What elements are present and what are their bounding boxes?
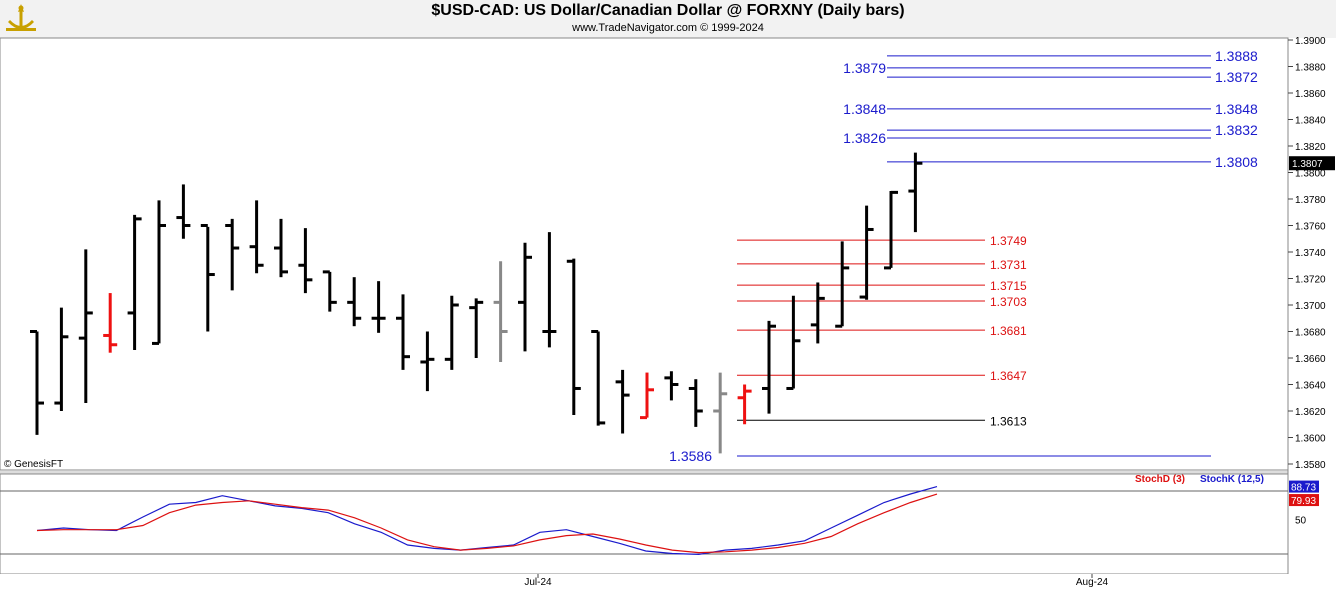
ohlc-bar	[371, 281, 386, 333]
stochk-line	[36, 486, 938, 556]
ohlc-bar	[810, 282, 825, 344]
level-label-right: 1.3832	[1215, 122, 1258, 138]
ohlc-bar	[444, 295, 459, 370]
ohlc-bar	[566, 258, 581, 415]
price-tick-label: 1.3660	[1295, 354, 1326, 365]
level-label-left: 1.3826	[843, 130, 886, 146]
price-tick-label: 1.3840	[1295, 116, 1326, 127]
ohlc-bar	[835, 241, 850, 328]
level-label-right: 1.3749	[990, 234, 1027, 248]
ohlc-bar	[615, 369, 630, 434]
price-tick-label: 1.3620	[1295, 407, 1326, 418]
ohlc-bar	[737, 384, 752, 425]
ohlc-bar	[493, 261, 508, 362]
price-tick-label: 1.3700	[1295, 301, 1326, 312]
legend-stochd: StochD (3)	[1135, 474, 1185, 485]
chart-title: $USD-CAD: US Dollar/Canadian Dollar @ FO…	[431, 2, 905, 19]
level-label-right: 1.3848	[1215, 101, 1258, 117]
trade-navigator-logo-icon	[6, 4, 36, 31]
ohlc-bar	[762, 320, 776, 414]
stochd-value-label: 79.93	[1291, 496, 1316, 507]
ohlc-bar	[664, 371, 679, 401]
ohlc-bar	[713, 372, 728, 454]
ohlc-bar	[78, 249, 93, 404]
ohlc-bar	[152, 200, 166, 345]
legend-stochk: StochK (12,5)	[1200, 474, 1264, 485]
ohlc-bar	[518, 242, 532, 352]
ohlc-bar	[176, 184, 191, 239]
last-price-label: 1.3807	[1292, 159, 1323, 170]
level-label-left: 1.3848	[843, 101, 886, 117]
time-tick-label: Jul-24	[524, 577, 552, 588]
stochk-value-label: 88.73	[1291, 483, 1316, 494]
price-tick-label: 1.3880	[1295, 63, 1326, 74]
ohlc-bar	[322, 270, 337, 312]
last-price-box	[1289, 156, 1335, 171]
level-label-right: 1.3731	[990, 258, 1027, 272]
ohlc-bar	[200, 224, 215, 332]
ohlc-bar	[396, 294, 410, 370]
ohlc-bar	[420, 331, 435, 392]
stochk-value-box	[1289, 480, 1319, 493]
price-tick-label: 1.3740	[1295, 248, 1326, 259]
ohlc-bar	[274, 218, 288, 278]
ohlc-bar	[298, 228, 313, 294]
stochd-line	[36, 493, 938, 554]
price-tick-label: 1.3680	[1295, 328, 1326, 339]
ohlc-bar	[884, 190, 898, 270]
ohlc-bar	[859, 205, 874, 300]
level-label-right: 1.3647	[990, 369, 1027, 383]
stochd-value-box	[1289, 494, 1319, 507]
ohlc-bar	[103, 293, 118, 353]
ohlc-bar	[469, 298, 484, 358]
price-tick-label: 1.3640	[1295, 381, 1326, 392]
oscillator-panel	[0, 473, 1289, 575]
copyright-text: www.TradeNavigator.com © 1999-2024	[572, 22, 764, 34]
ohlc-bar	[347, 277, 362, 327]
price-tick-label: 1.3720	[1295, 275, 1326, 286]
osc-tick-label: 50	[1295, 516, 1307, 527]
chart-header	[0, 0, 1336, 38]
ohlc-bar	[225, 218, 240, 291]
ohlc-bar	[591, 330, 606, 426]
level-label-right: 1.3872	[1215, 69, 1258, 85]
price-tick-label: 1.3860	[1295, 89, 1326, 100]
level-label-left: 1.3879	[843, 60, 886, 76]
price-tick-label: 1.3600	[1295, 434, 1326, 445]
ohlc-bar	[542, 232, 557, 348]
level-label-right: 1.3808	[1215, 154, 1258, 170]
price-tick-label: 1.3900	[1295, 36, 1326, 47]
ohlc-bar	[786, 295, 801, 390]
level-label-right: 1.3888	[1215, 48, 1258, 64]
panel-divider	[0, 471, 1336, 474]
price-tick-label: 1.3580	[1295, 460, 1326, 471]
level-label-right: 1.3715	[990, 279, 1027, 293]
price-tick-label: 1.3800	[1295, 169, 1326, 180]
ohlc-bar	[127, 214, 142, 351]
price-panel	[0, 37, 1289, 471]
ohlc-bar	[30, 330, 44, 435]
ohlc-bar	[640, 372, 654, 420]
level-label-left: 1.3586	[669, 448, 712, 464]
price-tick-label: 1.3760	[1295, 222, 1326, 233]
watermark-label: © GenesisFT	[4, 459, 63, 470]
price-tick-label: 1.3820	[1295, 142, 1326, 153]
ohlc-bar	[249, 200, 264, 274]
ohlc-bar	[688, 379, 703, 427]
time-axis-bg	[0, 574, 1336, 591]
ohlc-bar	[54, 307, 69, 411]
level-label-right: 1.3681	[990, 324, 1027, 338]
time-tick-label: Aug-24	[1076, 577, 1109, 588]
level-label-right: 1.3703	[990, 295, 1027, 309]
price-tick-label: 1.3780	[1295, 195, 1326, 206]
level-label-right: 1.3613	[990, 414, 1027, 428]
ohlc-bar	[908, 152, 923, 233]
